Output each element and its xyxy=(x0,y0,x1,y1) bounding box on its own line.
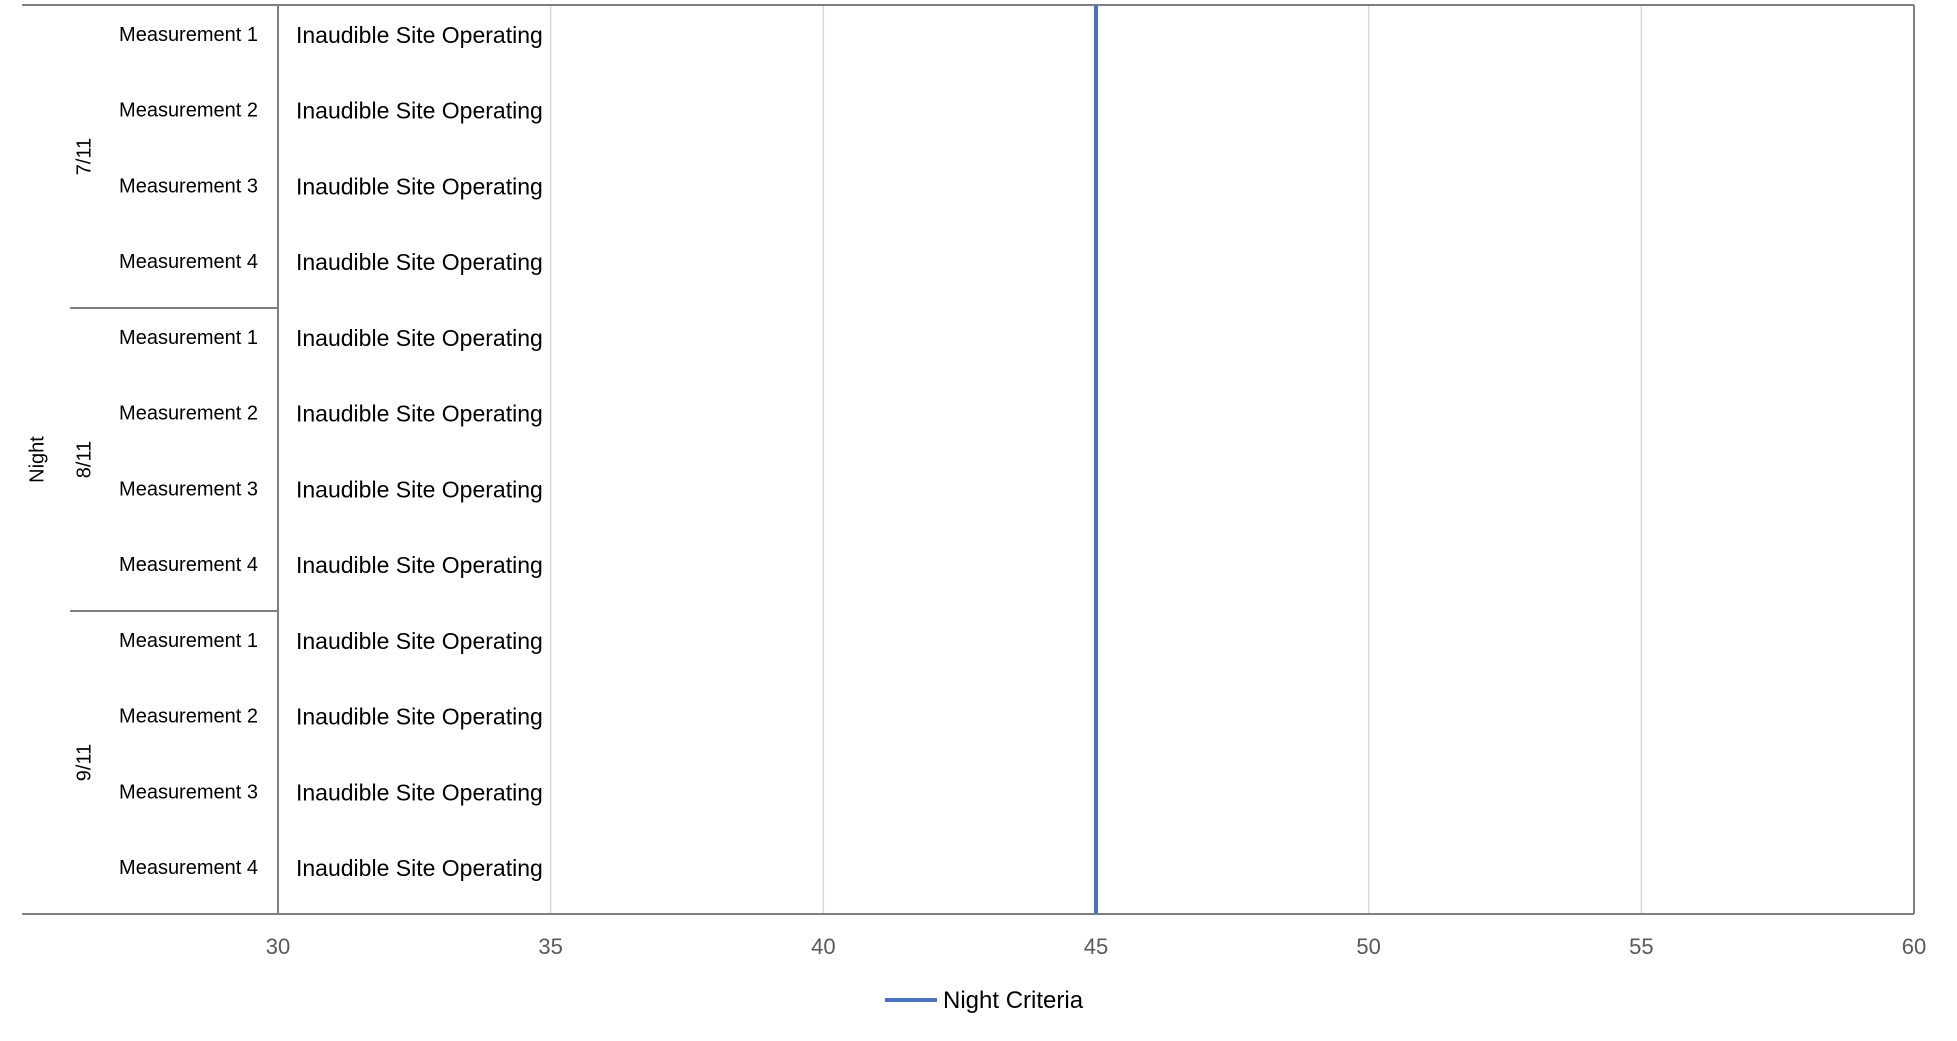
row-status-label: Inaudible Site Operating xyxy=(296,704,543,730)
group-label: 8/11 xyxy=(73,441,95,478)
row-status-label: Inaudible Site Operating xyxy=(296,249,543,275)
row-status-label: Inaudible Site Operating xyxy=(296,628,543,654)
x-tick-label: 60 xyxy=(1902,934,1926,959)
row-status-label: Inaudible Site Operating xyxy=(296,552,543,578)
axes: 30 35 40 45 50 55 60 xyxy=(22,4,1926,959)
x-tick-label: 35 xyxy=(538,934,562,959)
x-tick-label: 55 xyxy=(1629,934,1653,959)
outer-group-label: Night xyxy=(26,436,48,483)
row-label: Measurement 1 xyxy=(119,630,258,652)
row-status-label: Inaudible Site Operating xyxy=(296,779,543,805)
row-status-label: Inaudible Site Operating xyxy=(296,855,543,881)
group-label: 7/11 xyxy=(73,138,95,175)
row-label: Measurement 2 xyxy=(119,403,258,425)
row-label: Measurement 2 xyxy=(119,706,258,728)
group-label: 9/11 xyxy=(73,744,95,781)
row-label: Measurement 4 xyxy=(119,251,258,273)
row-label: Measurement 3 xyxy=(119,781,258,803)
row-status-label: Inaudible Site Operating xyxy=(296,325,543,351)
x-tick-label: 40 xyxy=(811,934,835,959)
row-label: Measurement 1 xyxy=(119,327,258,349)
row-label: Measurement 4 xyxy=(119,554,258,576)
x-tick-label: 50 xyxy=(1356,934,1380,959)
row-status-label: Inaudible Site Operating xyxy=(296,98,543,124)
row-status-label: Inaudible Site Operating xyxy=(296,22,543,48)
row-label: Measurement 3 xyxy=(119,478,258,500)
x-tick-label: 45 xyxy=(1084,934,1108,959)
row-status-label: Inaudible Site Operating xyxy=(296,476,543,502)
legend-label-night-criteria: Night Criteria xyxy=(943,987,1084,1014)
row-status-label: Inaudible Site Operating xyxy=(296,401,543,427)
row-status-labels: Inaudible Site Operating Inaudible Site O… xyxy=(296,22,543,881)
row-label: Measurement 2 xyxy=(119,100,258,122)
row-label: Measurement 1 xyxy=(119,24,258,46)
row-status-label: Inaudible Site Operating xyxy=(296,173,543,199)
legend: Night Criteria xyxy=(885,987,1084,1014)
row-label: Measurement 4 xyxy=(119,857,258,879)
category-axis: Measurement 1 Measurement 2 Measurement 3 M… xyxy=(26,24,278,879)
row-label: Measurement 3 xyxy=(119,175,258,197)
x-tick-label: 30 xyxy=(266,934,290,959)
